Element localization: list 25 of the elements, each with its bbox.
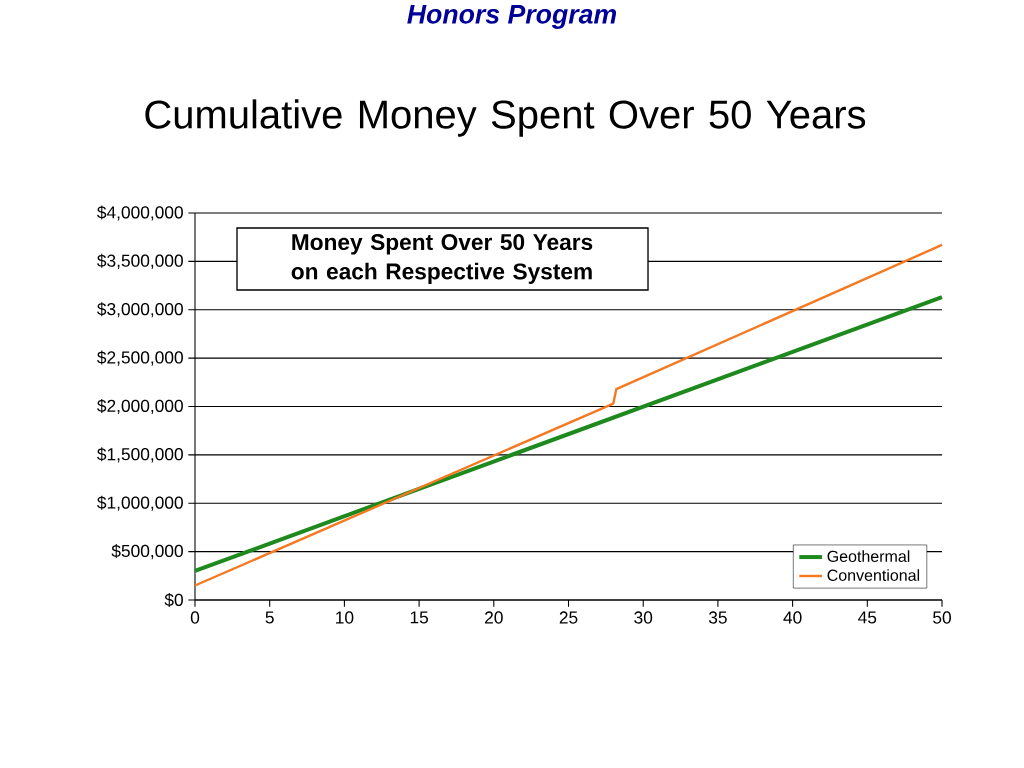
x-tick-label: 25 [559,611,578,624]
x-tick-label: 40 [783,611,802,624]
y-tick-label: $500,000 [111,544,183,560]
y-tick-label: $1,000,000 [97,495,183,511]
y-tick-label: $3,500,000 [97,253,183,269]
y-tick-label: $4,000,000 [97,205,183,221]
annotation: Money Spent Over 50 Years on each Respective System [291,234,593,284]
x-tick-label: 20 [485,611,503,624]
x-tick-label: 45 [858,611,877,624]
legend-label: Geothermal [827,550,910,563]
y-tick-label: $2,000,000 [97,398,183,415]
y-tick-label: $3,000,000 [97,302,183,318]
x-tick-label: 50 [933,611,951,624]
x-tick-label: 35 [708,611,727,624]
y-tick-label: $2,500,000 [97,350,183,366]
chart-title: Cumulative Money Spent Over 50 Years [145,99,866,137]
x-tick-label: 0 [190,611,200,624]
legend-label: Conventional [827,569,920,581]
y-tick-label: $0 [164,592,183,608]
y-tick-label: $1,500,000 [97,447,183,463]
x-tick-label: 30 [634,611,653,624]
text: Honors Program [407,5,617,29]
x-tick-label: 15 [410,611,429,624]
x-tick-label: 10 [336,611,354,624]
x-tick-label: 5 [265,611,274,624]
